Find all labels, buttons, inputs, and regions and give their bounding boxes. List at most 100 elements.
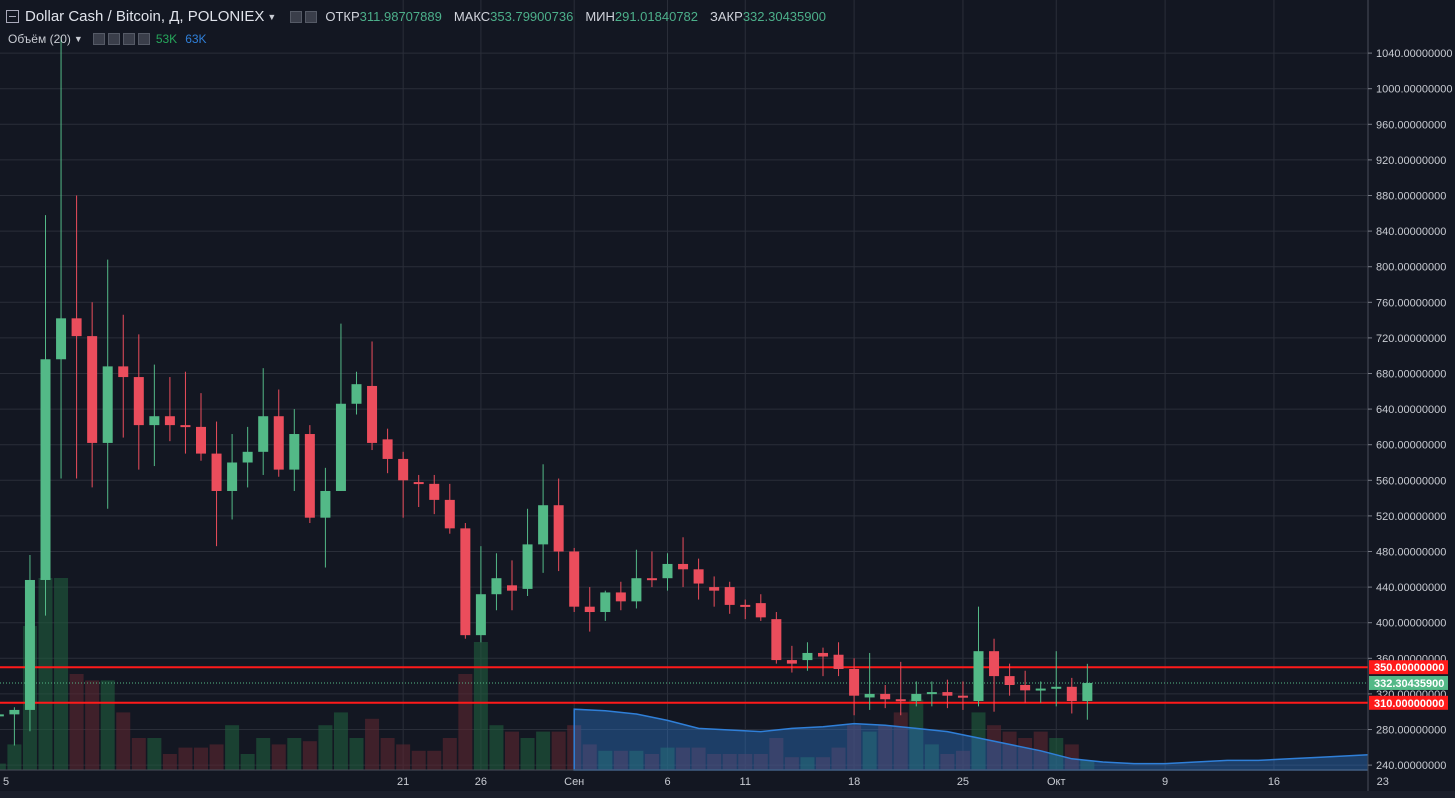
price-tick-label: 760.00000000 <box>1376 297 1446 309</box>
candle-body <box>444 499 455 529</box>
volume-bar <box>271 744 286 770</box>
candle-body <box>149 416 160 426</box>
horizontal-levels[interactable] <box>0 666 1368 704</box>
candle-body <box>1035 688 1046 691</box>
volume-bar <box>442 738 457 770</box>
settings-icon[interactable] <box>290 10 303 23</box>
volume-bar <box>536 731 551 770</box>
price-tick-label: 520.00000000 <box>1376 511 1446 523</box>
volume-close-icon[interactable] <box>137 33 150 45</box>
volume-bar <box>955 750 970 770</box>
symbol-title[interactable]: Dollar Cash / Bitcoin, Д, POLONIEX ▼ <box>6 8 276 25</box>
volume-dropdown-icon[interactable]: ▼ <box>73 34 83 44</box>
low-value: 291.01840782 <box>614 9 699 24</box>
volume-bar <box>333 712 348 770</box>
candle-body <box>1051 686 1062 689</box>
time-tick-label: 18 <box>848 776 860 788</box>
price-tick-label: 720.00000000 <box>1376 333 1446 345</box>
volume-bar <box>784 757 799 770</box>
candle-body <box>880 693 891 700</box>
price-axis[interactable]: 1040.00000000 1000.00000000 960.00000000 92… <box>1367 0 1455 798</box>
volume-bar <box>349 738 364 770</box>
candle-body <box>740 604 751 607</box>
candle-body <box>678 563 689 570</box>
volume-hide-icon[interactable] <box>107 33 120 45</box>
volume-bar <box>302 741 317 770</box>
volume-bar <box>69 674 84 770</box>
candle-body <box>895 699 906 702</box>
candles <box>0 37 1093 746</box>
candle-body <box>802 652 813 661</box>
volume-bar <box>225 725 240 770</box>
candle-body <box>662 563 673 579</box>
close-value: 332.30435900 <box>742 9 826 24</box>
candle-body <box>429 483 440 500</box>
volume-bar <box>520 738 535 770</box>
volume-bar <box>505 731 519 770</box>
price-tick-label: 480.00000000 <box>1376 547 1446 559</box>
candle-body <box>367 385 378 443</box>
candle-body <box>413 482 424 485</box>
candle-body <box>164 416 175 426</box>
price-tick-label: 880.00000000 <box>1376 191 1446 203</box>
candle-body <box>973 651 984 702</box>
candle-body <box>87 336 98 443</box>
symbol-dropdown-icon[interactable]: ▼ <box>267 11 277 22</box>
high-label: МАКС <box>453 9 491 24</box>
candle-body <box>569 551 580 607</box>
volume-label[interactable]: Объём (20) <box>8 32 71 46</box>
volume-bar <box>909 699 924 770</box>
volume-bar <box>1049 738 1064 770</box>
open-value: 311.98707889 <box>359 9 442 24</box>
candle-body <box>1066 686 1077 702</box>
collapse-icon[interactable] <box>6 10 19 23</box>
candle-body <box>631 578 642 602</box>
volume-add-icon[interactable] <box>122 33 135 45</box>
level-high-label: 350.00000000 <box>1374 662 1444 674</box>
volume-bar <box>722 754 737 770</box>
price-tick-label: 600.00000000 <box>1376 440 1446 452</box>
volume-value: 53K <box>155 32 178 46</box>
open-label: ОТКР <box>325 9 360 24</box>
candle-body <box>304 434 315 518</box>
volume-bar <box>411 750 426 770</box>
volume-ma-area <box>573 708 1415 771</box>
candle-body <box>24 579 35 710</box>
symbol-title-text[interactable]: Dollar Cash / Bitcoin, Д, POLONIEX <box>25 8 265 25</box>
candle-body <box>957 695 968 698</box>
volume-bar <box>1018 738 1033 770</box>
volume-legend: Объём (20) ▼ 53K 63K <box>8 32 207 46</box>
time-axis[interactable]: 52126Сен6111825Окт91623Ноя6 <box>0 769 1455 788</box>
volume-ma-area-path <box>573 708 1415 771</box>
candle-body <box>600 592 611 613</box>
hide-icon[interactable] <box>305 10 318 23</box>
candle-body <box>724 587 735 605</box>
volume-bar <box>116 712 131 770</box>
candle-body <box>926 692 937 695</box>
candle-body <box>786 660 797 664</box>
volume-settings-icon[interactable] <box>92 33 105 45</box>
volume-bar <box>800 757 815 770</box>
chart-grid <box>0 0 1368 770</box>
close-label: ЗАКР <box>710 9 743 24</box>
volume-bar <box>769 738 784 770</box>
candle-body <box>9 709 20 715</box>
candle-body <box>320 490 331 518</box>
volume-bar <box>162 754 177 770</box>
candle-body <box>1082 682 1093 702</box>
candle-body <box>989 651 1000 677</box>
volume-bar <box>396 744 411 770</box>
volume-bar <box>551 731 566 770</box>
volume-bars <box>0 578 1095 770</box>
candle-body <box>584 606 595 613</box>
level-high-label-bg <box>1369 660 1448 675</box>
volume-bar <box>847 725 862 770</box>
candle-body <box>0 714 4 717</box>
level-low-label-bg <box>1369 695 1448 710</box>
price-tick-label: 440.00000000 <box>1376 582 1446 594</box>
price-tick-label: 1000.00000000 <box>1376 84 1452 96</box>
candle-body <box>771 619 782 661</box>
candle-body <box>491 578 502 595</box>
candle-body <box>227 462 238 491</box>
